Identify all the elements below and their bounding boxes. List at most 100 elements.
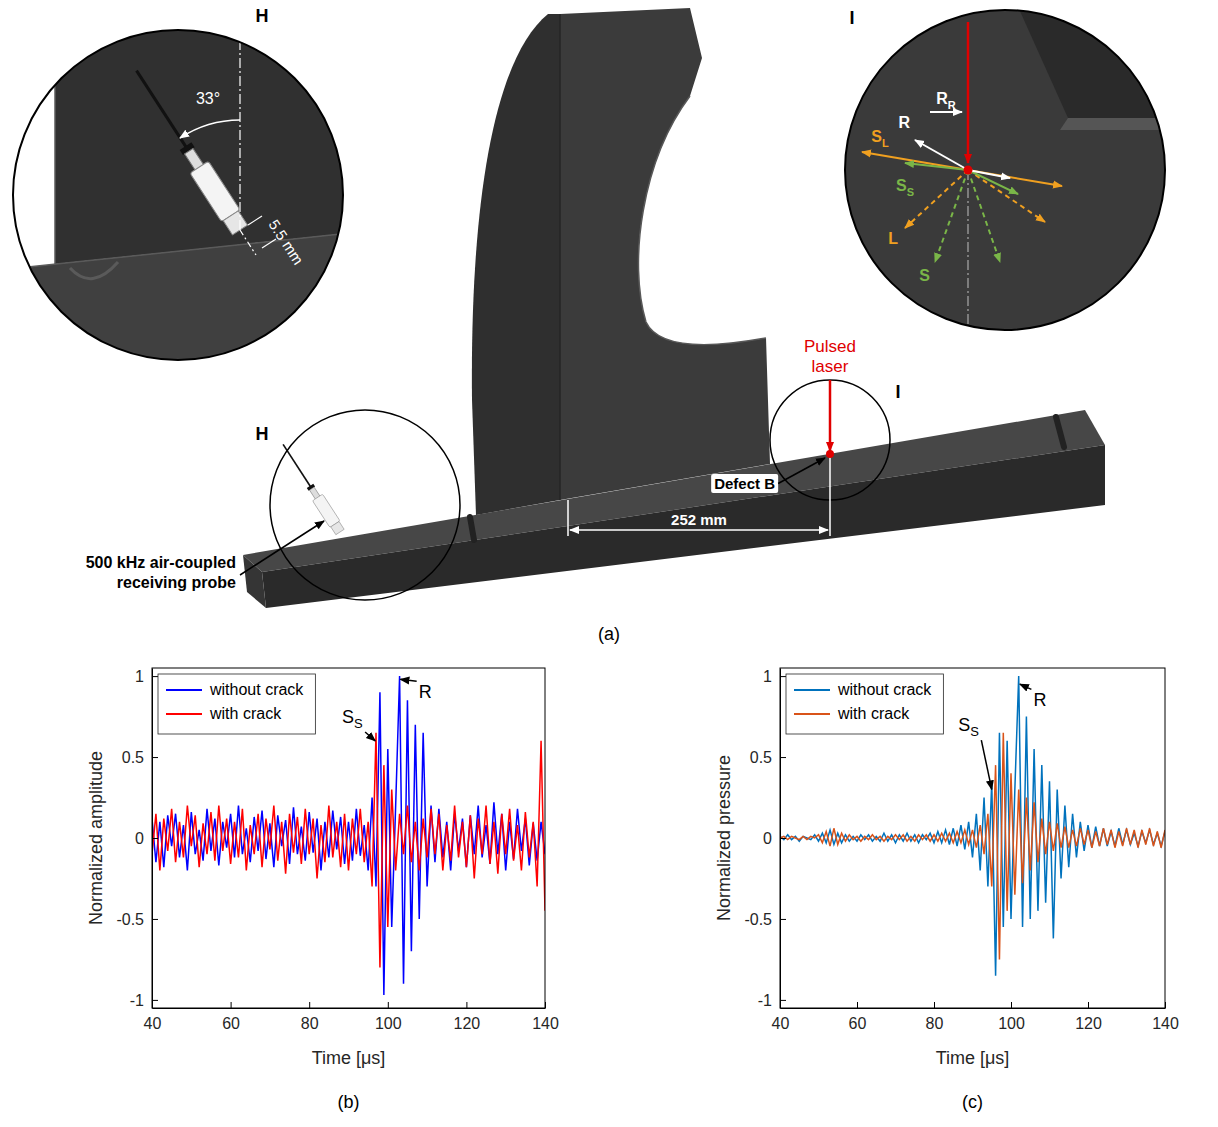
y-tick-mark — [780, 1000, 786, 1001]
label: SS — [896, 177, 914, 198]
laser-label: Pulsedlaser — [804, 337, 856, 376]
plot-frame — [152, 668, 545, 1008]
x-axis: 406080100120140 — [772, 1002, 1179, 1032]
label-patch — [340, 707, 365, 731]
series-line — [152, 733, 545, 968]
annotation-arrow — [365, 732, 375, 741]
label-main: R — [419, 682, 432, 702]
x-tick-label: 60 — [222, 1015, 240, 1032]
probe-main — [278, 441, 345, 535]
x-tick-mark — [388, 1002, 389, 1008]
x-tick-label: 80 — [301, 1015, 319, 1032]
label-line: 500 kHz air-coupled — [86, 554, 236, 571]
plot-lines — [780, 676, 1165, 976]
inset-frame — [845, 10, 1165, 330]
probe-inset — [127, 65, 249, 236]
probe-body — [190, 161, 240, 222]
legend-box — [786, 674, 943, 734]
x-tick: 140 — [532, 1002, 559, 1032]
inset-i-content — [840, 0, 1175, 335]
dimension-arrow — [699, 529, 828, 531]
chart: 406080100120140-1-0.500.51Time [μs]Norma… — [714, 668, 1179, 1112]
x-axis-title: Time [μs] — [936, 1048, 1010, 1068]
y-tick-label: 0.5 — [750, 749, 772, 766]
y-tick-label: -0.5 — [744, 911, 772, 928]
label: SS — [342, 707, 363, 731]
x-tick-label: 100 — [375, 1015, 402, 1032]
chart-caption: (b) — [338, 1092, 360, 1112]
chart-caption: (c) — [962, 1092, 983, 1112]
y-tick: -1 — [130, 992, 158, 1009]
label: SL — [871, 128, 889, 149]
label-main: R — [898, 114, 910, 131]
label-line: receiving probe — [117, 574, 236, 591]
y-tick-label: -0.5 — [116, 911, 144, 928]
laser-spot — [826, 450, 834, 458]
label: RR — [936, 90, 956, 111]
rail-edge — [638, 96, 766, 345]
label-patch — [1031, 690, 1048, 710]
y-tick-label: 0 — [763, 830, 772, 847]
probe-axis — [240, 230, 256, 255]
offset-label: 5.5 mm — [265, 216, 306, 267]
dimension-line — [567, 500, 569, 536]
wave-ray — [915, 140, 968, 170]
x-tick-mark — [466, 1002, 467, 1008]
wave-ray — [930, 111, 962, 113]
probe-nose — [331, 521, 344, 534]
label-patch — [956, 715, 981, 739]
defect-pointer — [778, 458, 825, 484]
figure: HI500 kHz air-coupledreceiving probe252 … — [0, 0, 1218, 1127]
legend-swatch — [794, 689, 830, 691]
inset-i: IRRRSLSSLS — [840, 0, 1175, 335]
x-axis-title: Time [μs] — [312, 1048, 386, 1068]
probe-body — [312, 494, 340, 527]
x-tick: 140 — [1152, 1002, 1179, 1032]
label-sub: R — [948, 99, 956, 111]
rail-edge — [559, 14, 561, 500]
y-axis-title: Normalized amplitude — [86, 751, 106, 925]
diagram: HI500 kHz air-coupledreceiving probe252 … — [0, 0, 1175, 608]
label-main: R — [1033, 690, 1046, 710]
inset-bg — [840, 5, 1175, 335]
y-tick-mark — [780, 676, 786, 677]
y-tick-mark — [152, 838, 158, 839]
y-tick-mark — [152, 757, 158, 758]
plot-frame — [780, 668, 1165, 1008]
x-tick: 60 — [849, 1002, 867, 1032]
inset-h-content — [0, 0, 360, 400]
dimension-arrow — [570, 529, 699, 531]
wave-ray — [968, 170, 1045, 222]
label: R — [1033, 690, 1046, 710]
label-sub: S — [907, 186, 914, 198]
series-line — [780, 733, 1165, 960]
laser-spot — [964, 166, 973, 175]
rail-base-end — [243, 555, 266, 608]
x-tick: 120 — [454, 1002, 481, 1032]
reference-line — [239, 40, 240, 230]
offset-tick — [262, 239, 276, 248]
x-tick-label: 120 — [1075, 1015, 1102, 1032]
label-main: S — [871, 128, 882, 145]
legend-label: with crack — [209, 705, 282, 722]
label-main: R — [936, 90, 948, 107]
rail-groove — [1056, 417, 1064, 447]
x-tick-mark — [857, 1002, 858, 1008]
x-tick-mark — [934, 1002, 935, 1008]
inset-edge — [0, 232, 360, 270]
y-tick: 1 — [763, 668, 786, 685]
x-tick: 60 — [222, 1002, 240, 1032]
y-tick-mark — [152, 676, 158, 677]
x-tick-label: 80 — [926, 1015, 944, 1032]
label-sub: L — [882, 137, 889, 149]
x-tick-label: 140 — [532, 1015, 559, 1032]
x-tick: 80 — [301, 1002, 319, 1032]
inset-label: I — [849, 8, 854, 28]
label-patch — [417, 682, 434, 702]
inset-frame — [13, 30, 343, 360]
legend-swatch — [794, 713, 830, 715]
probe-label: 500 kHz air-coupled receiving probe — [86, 554, 236, 591]
annotation-arrow — [1020, 684, 1032, 689]
y-axis-title: Normalized pressure — [714, 755, 734, 921]
y-tick: 1 — [135, 668, 158, 685]
